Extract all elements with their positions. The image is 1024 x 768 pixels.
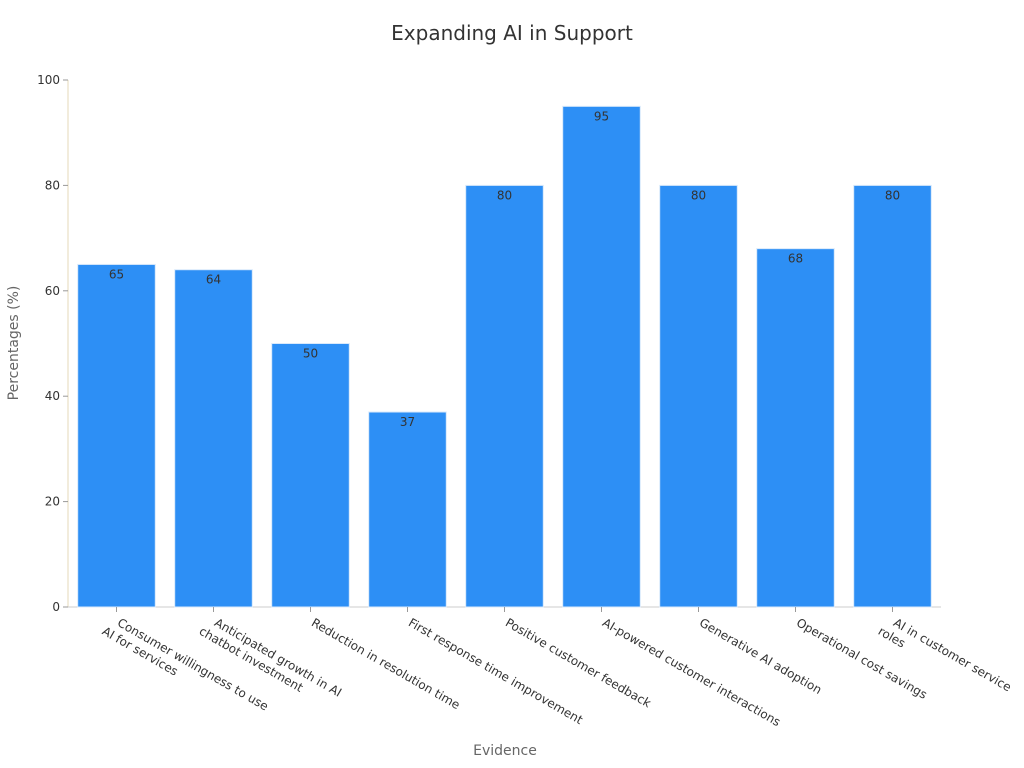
bar	[368, 411, 447, 608]
plot-area: 0 20 40 60 80 100 65 Consumer willingness to us…	[37, 73, 1014, 729]
value-label: 68	[788, 252, 803, 266]
value-label: 64	[206, 273, 221, 287]
value-label: 80	[885, 188, 900, 202]
x-tick-label: Consumer willingness to useAI for servic…	[100, 611, 271, 727]
bar	[465, 184, 544, 608]
y-tick-label: 20	[45, 495, 60, 509]
bar	[659, 184, 738, 608]
x-tick-label-line: AI-powered customer interactions	[600, 615, 783, 729]
y-tick-label: 60	[45, 284, 60, 298]
y-tick-label: 100	[37, 73, 60, 87]
y-tick-label: 80	[45, 178, 60, 192]
value-label: 95	[594, 109, 609, 123]
x-tick-label: AI-powered customer interactions	[600, 615, 783, 729]
chart-title: Expanding AI in Support	[391, 21, 633, 45]
bar	[756, 248, 835, 608]
y-tick-label: 0	[52, 600, 60, 614]
bar	[271, 343, 350, 608]
value-label: 65	[109, 267, 124, 281]
value-label: 80	[691, 188, 706, 202]
x-tick-label: AI in customer serviceroles	[876, 611, 1014, 707]
y-axis-title: Percentages (%)	[6, 286, 22, 401]
x-axis-title: Evidence	[473, 743, 537, 759]
value-label: 37	[400, 415, 415, 429]
value-label: 80	[497, 188, 512, 202]
bar	[562, 105, 641, 608]
x-tick-label-line: First response time improvement	[406, 615, 585, 727]
y-tick-label: 40	[45, 389, 60, 403]
value-label: 50	[303, 347, 318, 361]
bar	[853, 184, 932, 608]
bar	[77, 263, 156, 608]
bar	[174, 269, 253, 608]
x-tick-label: First response time improvement	[406, 615, 585, 727]
